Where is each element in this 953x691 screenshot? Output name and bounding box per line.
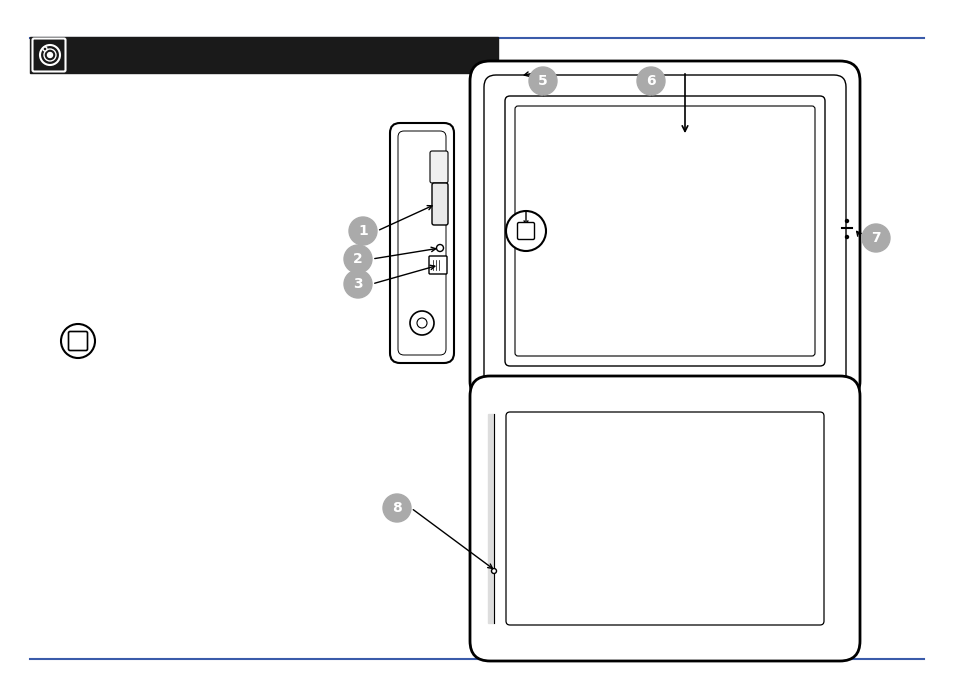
Circle shape [410, 311, 434, 335]
Circle shape [862, 224, 889, 252]
Bar [30, 37, 497, 73]
FancyBboxPatch shape [430, 151, 448, 183]
Text: 5: 5 [537, 74, 547, 88]
Circle shape [44, 49, 56, 61]
Circle shape [344, 270, 372, 298]
FancyBboxPatch shape [429, 256, 447, 274]
Text: 7: 7 [870, 231, 880, 245]
Circle shape [505, 211, 545, 251]
FancyBboxPatch shape [470, 376, 859, 661]
Bar [488, 414, 494, 623]
Circle shape [349, 217, 376, 245]
FancyBboxPatch shape [32, 39, 66, 71]
Text: 8: 8 [392, 501, 401, 515]
Circle shape [844, 220, 847, 223]
FancyBboxPatch shape [397, 131, 446, 355]
FancyBboxPatch shape [505, 412, 823, 625]
Circle shape [844, 236, 847, 238]
Circle shape [382, 494, 411, 522]
Circle shape [344, 245, 372, 273]
Circle shape [637, 67, 664, 95]
Circle shape [416, 318, 427, 328]
Circle shape [43, 47, 47, 51]
Text: 2: 2 [353, 252, 362, 266]
Circle shape [40, 45, 60, 65]
Circle shape [529, 67, 557, 95]
FancyBboxPatch shape [432, 183, 448, 225]
FancyBboxPatch shape [517, 223, 534, 240]
Circle shape [491, 569, 496, 574]
FancyBboxPatch shape [515, 106, 814, 356]
Circle shape [436, 245, 443, 252]
FancyBboxPatch shape [504, 96, 824, 366]
FancyBboxPatch shape [470, 61, 859, 401]
Text: 6: 6 [645, 74, 655, 88]
Circle shape [48, 53, 52, 57]
Text: 1: 1 [357, 224, 368, 238]
FancyBboxPatch shape [69, 332, 88, 350]
FancyBboxPatch shape [390, 123, 454, 363]
FancyBboxPatch shape [483, 75, 845, 387]
Text: 3: 3 [353, 277, 362, 291]
Circle shape [61, 324, 95, 358]
